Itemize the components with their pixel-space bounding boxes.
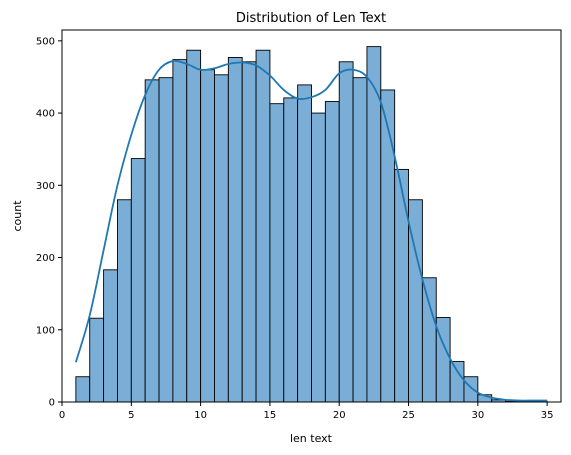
chart-title: Distribution of Len Text bbox=[236, 11, 386, 26]
histogram-bar bbox=[144, 79, 160, 403]
histogram-bar bbox=[352, 77, 368, 403]
x-tick-label: 15 bbox=[264, 410, 277, 421]
bars-group bbox=[75, 46, 548, 403]
histogram-bar bbox=[172, 59, 188, 403]
histogram-bar bbox=[311, 112, 326, 403]
histogram-bar bbox=[200, 69, 215, 403]
x-tick-label: 20 bbox=[333, 410, 346, 421]
histogram-bar bbox=[338, 61, 354, 403]
x-axis-ticks: 0 5 10 15 20 25 30 35 bbox=[59, 402, 554, 421]
y-tick-label: 400 bbox=[36, 109, 55, 120]
histogram-bar bbox=[214, 74, 229, 403]
kde-line bbox=[74, 59, 548, 402]
x-tick-label: 35 bbox=[541, 410, 554, 421]
x-tick-label: 10 bbox=[194, 410, 207, 421]
histogram-bar bbox=[241, 61, 257, 403]
y-tick-label: 200 bbox=[36, 253, 55, 264]
x-axis-label: len text bbox=[290, 432, 333, 445]
y-axis-label: count bbox=[11, 200, 24, 232]
histogram-bar bbox=[463, 376, 479, 403]
histogram-bar bbox=[158, 77, 174, 403]
x-tick-label: 30 bbox=[471, 410, 484, 421]
histogram-bar bbox=[394, 168, 409, 403]
histogram-bar bbox=[75, 376, 91, 403]
histogram-bar bbox=[421, 277, 437, 403]
y-tick-label: 500 bbox=[36, 36, 55, 47]
y-tick-label: 0 bbox=[49, 398, 55, 409]
plot-frame bbox=[61, 29, 562, 403]
histogram-bar bbox=[89, 317, 105, 403]
histogram-bar bbox=[116, 199, 132, 403]
histogram-bar bbox=[130, 158, 146, 403]
histogram-bar bbox=[103, 269, 118, 403]
y-axis-ticks: 0 100 200 300 400 500 bbox=[36, 36, 62, 409]
x-tick-label: 5 bbox=[128, 410, 134, 421]
histogram-bar bbox=[283, 97, 299, 403]
histogram-bar bbox=[366, 46, 382, 403]
histogram-bar bbox=[255, 49, 271, 403]
y-tick-label: 300 bbox=[36, 181, 55, 192]
y-tick-label: 100 bbox=[36, 325, 55, 336]
histogram-bar bbox=[227, 56, 243, 403]
histogram-bar bbox=[380, 89, 396, 403]
histogram-bar bbox=[449, 361, 465, 403]
histogram-bar bbox=[186, 49, 202, 403]
histogram-bar bbox=[297, 84, 312, 403]
histogram-bar bbox=[324, 101, 340, 403]
x-tick-label: 25 bbox=[402, 410, 415, 421]
histogram-bar bbox=[269, 103, 285, 403]
x-tick-label: 0 bbox=[59, 410, 65, 421]
